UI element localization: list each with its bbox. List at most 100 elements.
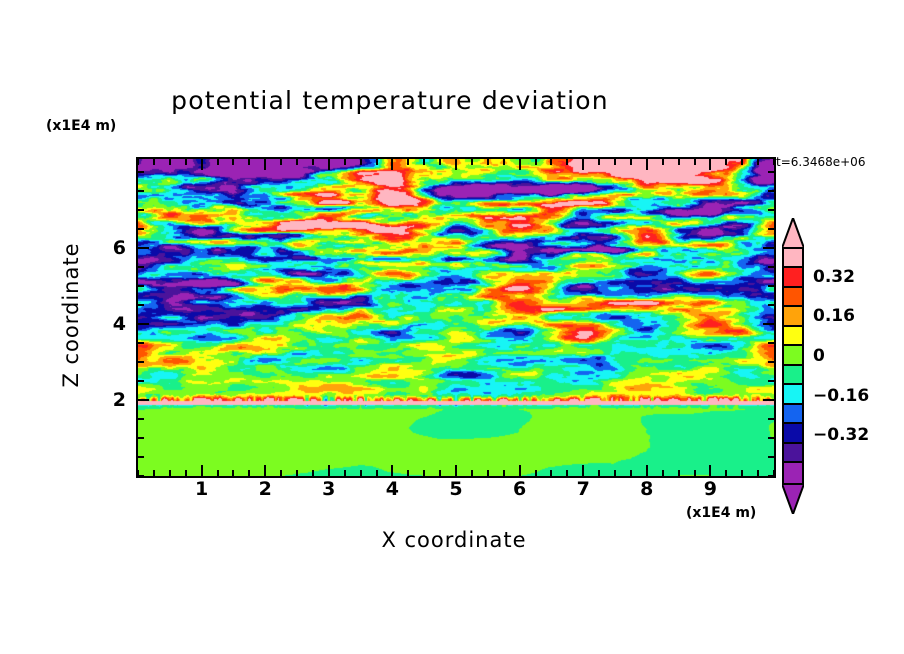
x-major-tick-top	[519, 159, 521, 170]
y-tick-label: 4	[112, 313, 126, 336]
x-major-tick-bottom	[201, 465, 203, 476]
x-major-tick-top	[455, 159, 457, 170]
y-minor-tick-right	[768, 456, 774, 458]
y-minor-tick-left	[138, 266, 144, 268]
colorbar-band	[784, 424, 802, 444]
y-minor-tick-right	[768, 475, 774, 477]
x-minor-tick-bottom	[535, 470, 537, 476]
x-minor-tick-top	[535, 159, 537, 165]
x-major-tick-bottom	[582, 465, 584, 476]
x-minor-tick-top	[471, 159, 473, 165]
y-minor-tick-left	[138, 437, 144, 439]
y-minor-tick-right	[768, 418, 774, 420]
x-minor-tick-bottom	[344, 470, 346, 476]
x-tick-label: 7	[576, 478, 590, 500]
colorbar-band	[784, 385, 802, 405]
x-tick-label: 9	[703, 478, 718, 500]
x-minor-tick-top	[487, 159, 489, 165]
y-minor-tick-right	[768, 171, 774, 173]
x-minor-tick-bottom	[153, 470, 155, 476]
x-minor-tick-bottom	[741, 470, 743, 476]
x-tick-label: 4	[385, 478, 400, 500]
colorbar-band	[784, 287, 802, 308]
y-tick-label: 2	[112, 389, 126, 412]
y-minor-tick-left	[138, 380, 144, 382]
x-minor-tick-bottom	[471, 470, 473, 476]
x-axis-unit-label: (x1E4 m)	[686, 505, 757, 521]
x-major-tick-top	[582, 159, 584, 170]
y-major-tick-right	[763, 247, 774, 249]
x-minor-tick-top	[757, 159, 759, 165]
colorbar-band	[784, 326, 802, 347]
x-minor-tick-bottom	[598, 470, 600, 476]
x-minor-tick-top	[550, 159, 552, 165]
x-minor-tick-bottom	[137, 470, 139, 476]
x-minor-tick-bottom	[773, 470, 775, 476]
x-minor-tick-bottom	[503, 470, 505, 476]
x-minor-tick-bottom	[169, 470, 171, 476]
contour-field-canvas	[138, 159, 774, 476]
y-major-tick-right	[763, 399, 774, 401]
y-minor-tick-left	[138, 418, 144, 420]
y-minor-tick-right	[768, 190, 774, 192]
x-minor-tick-bottom	[376, 470, 378, 476]
x-minor-tick-top	[153, 159, 155, 165]
colorbar-bottom-arrow-icon	[782, 484, 804, 514]
colorbar-top-arrow-icon	[782, 218, 804, 248]
x-minor-tick-bottom	[360, 470, 362, 476]
colorbar-band	[784, 346, 802, 366]
x-minor-tick-top	[678, 159, 680, 165]
x-minor-tick-top	[137, 159, 139, 165]
x-minor-tick-top	[630, 159, 632, 165]
x-minor-tick-top	[773, 159, 775, 165]
y-major-tick-left	[138, 247, 149, 249]
y-minor-tick-right	[768, 437, 774, 439]
x-major-tick-top	[646, 159, 648, 170]
y-minor-tick-right	[768, 342, 774, 344]
colorbar-tick-label: 0	[813, 346, 825, 367]
x-major-tick-bottom	[264, 465, 266, 476]
x-minor-tick-top	[232, 159, 234, 165]
colorbar-tick-label: 0.32	[813, 266, 855, 287]
x-minor-tick-top	[217, 159, 219, 165]
x-minor-tick-bottom	[550, 470, 552, 476]
x-major-tick-top	[201, 159, 203, 170]
y-tick-label: 6	[112, 237, 126, 260]
x-minor-tick-top	[312, 159, 314, 165]
x-minor-tick-top	[566, 159, 568, 165]
x-minor-tick-top	[503, 159, 505, 165]
x-minor-tick-top	[662, 159, 664, 165]
x-minor-tick-top	[741, 159, 743, 165]
x-minor-tick-bottom	[217, 470, 219, 476]
z-axis-unit-label: (x1E4 m)	[46, 118, 117, 134]
x-minor-tick-top	[598, 159, 600, 165]
x-tick-label: 1	[194, 478, 209, 500]
x-tick-label: 2	[258, 478, 272, 500]
x-major-tick-bottom	[391, 465, 393, 476]
y-minor-tick-left	[138, 361, 144, 363]
x-major-tick-top	[391, 159, 393, 170]
y-minor-tick-right	[768, 209, 774, 211]
colorbar-bands	[782, 247, 804, 485]
x-minor-tick-top	[344, 159, 346, 165]
x-minor-tick-bottom	[694, 470, 696, 476]
x-minor-tick-bottom	[423, 470, 425, 476]
y-minor-tick-left	[138, 342, 144, 344]
x-minor-tick-top	[185, 159, 187, 165]
x-minor-tick-top	[439, 159, 441, 165]
x-minor-tick-bottom	[407, 470, 409, 476]
x-major-tick-bottom	[646, 465, 648, 476]
x-minor-tick-bottom	[232, 470, 234, 476]
y-minor-tick-left	[138, 228, 144, 230]
colorbar-band	[784, 307, 802, 327]
x-minor-tick-bottom	[185, 470, 187, 476]
x-minor-tick-top	[296, 159, 298, 165]
colorbar-band	[784, 268, 802, 288]
colorbar-tick-label: −0.16	[813, 385, 870, 406]
x-minor-tick-top	[248, 159, 250, 165]
y-minor-tick-right	[768, 380, 774, 382]
x-major-tick-bottom	[709, 465, 711, 476]
x-minor-tick-top	[423, 159, 425, 165]
y-minor-tick-left	[138, 285, 144, 287]
